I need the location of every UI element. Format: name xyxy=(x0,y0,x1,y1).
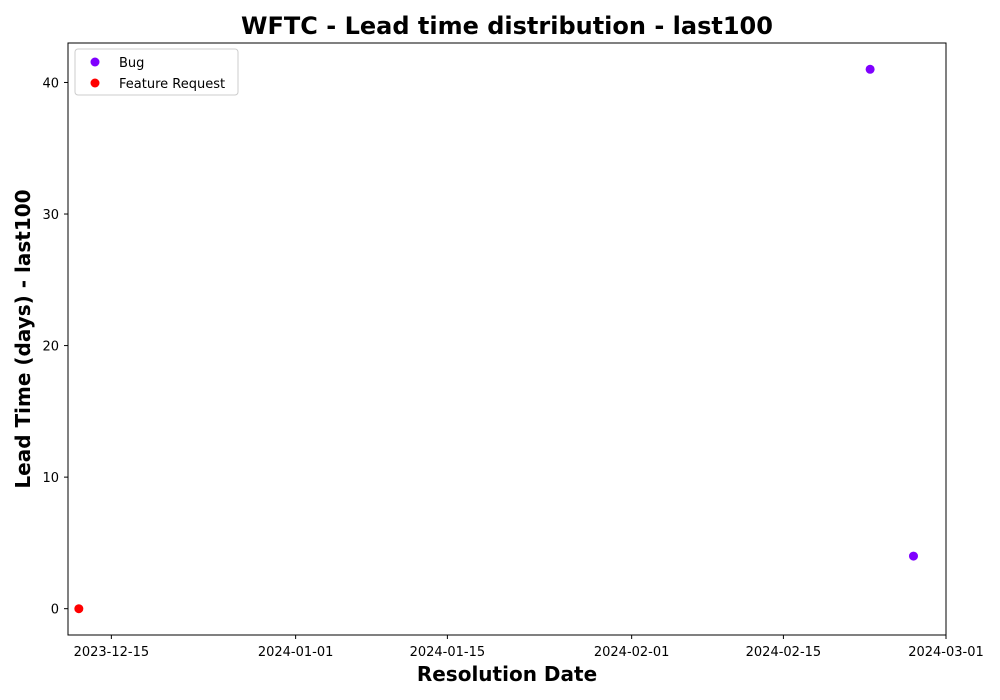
x-tick-label: 2024-03-01 xyxy=(908,645,984,660)
legend-marker xyxy=(90,57,100,67)
data-point-bug xyxy=(865,64,875,74)
x-tick-label: 2024-01-15 xyxy=(410,645,486,660)
x-tick-label: 2024-02-01 xyxy=(594,645,670,660)
x-axis-ticks: 2023-12-15 2024-01-01 2024-01-15 2024-02-01… xyxy=(74,635,984,660)
data-point-feature-request xyxy=(74,604,84,614)
x-tick-label: 2024-02-15 xyxy=(746,645,822,660)
legend-box xyxy=(74,48,239,96)
x-axis-title: Resolution Date xyxy=(417,662,597,686)
y-tick-label: 10 xyxy=(42,471,59,486)
legend: Bug Feature Request xyxy=(74,48,239,96)
y-axis-ticks: 0 10 20 30 40 xyxy=(42,76,68,618)
y-tick-label: 0 xyxy=(51,603,59,618)
y-tick-label: 40 xyxy=(42,76,59,91)
y-tick-label: 30 xyxy=(42,208,59,223)
chart-title: WFTC - Lead time distribution - last100 xyxy=(241,12,773,40)
plot-frame xyxy=(67,42,947,636)
y-tick-label: 20 xyxy=(42,340,59,355)
legend-marker xyxy=(90,78,100,88)
plot-area xyxy=(67,42,947,636)
x-tick-label: 2023-12-15 xyxy=(74,645,150,660)
legend-label: Bug xyxy=(119,56,144,71)
legend-label: Feature Request xyxy=(119,77,225,92)
data-point-bug xyxy=(908,551,918,561)
data-points xyxy=(74,64,918,614)
x-tick-label: 2024-01-01 xyxy=(258,645,334,660)
y-axis-title: Lead Time (days) - last100 xyxy=(11,189,35,488)
